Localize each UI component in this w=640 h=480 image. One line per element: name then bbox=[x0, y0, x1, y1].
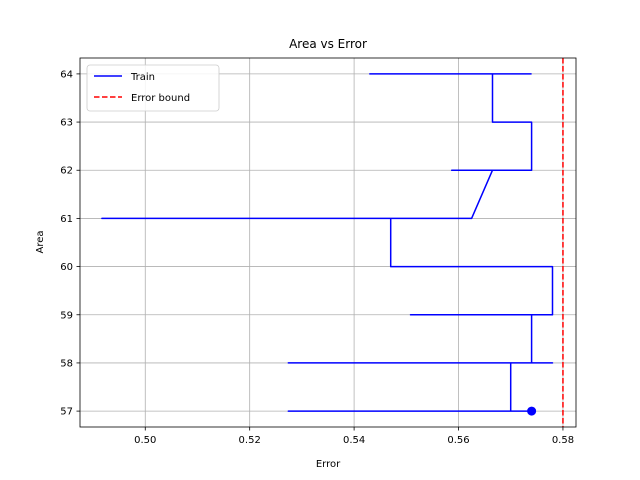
y-tick-label: 63 bbox=[60, 118, 73, 129]
y-axis-ticks: 57 58 59 60 61 62 63 64 bbox=[60, 69, 80, 418]
x-tick-label: 0.56 bbox=[447, 435, 469, 446]
y-tick-label: 62 bbox=[60, 166, 73, 177]
x-tick-label: 0.58 bbox=[552, 435, 574, 446]
y-tick-label: 57 bbox=[60, 407, 73, 418]
y-tick-label: 60 bbox=[60, 262, 73, 273]
x-axis-label: Error bbox=[316, 459, 341, 470]
chart-title: Area vs Error bbox=[289, 37, 367, 51]
x-axis-ticks: 0.50 0.52 0.54 0.56 0.58 bbox=[134, 427, 574, 446]
y-tick-label: 64 bbox=[60, 69, 73, 80]
x-tick-label: 0.52 bbox=[239, 435, 261, 446]
x-tick-label: 0.54 bbox=[343, 435, 365, 446]
train-final-point bbox=[527, 406, 537, 416]
y-tick-label: 58 bbox=[60, 358, 73, 369]
plot-frame bbox=[79, 57, 577, 428]
y-axis-label: Area bbox=[35, 230, 46, 253]
train-series-line bbox=[101, 73, 554, 412]
legend-error-bound-label: Error bound bbox=[131, 93, 190, 104]
legend-train-label: Train bbox=[130, 72, 155, 83]
legend: Train Error bound bbox=[86, 64, 220, 112]
x-tick-label: 0.50 bbox=[134, 435, 156, 446]
y-tick-label: 61 bbox=[60, 214, 73, 225]
y-tick-label: 59 bbox=[60, 310, 73, 321]
series-layer bbox=[101, 58, 564, 427]
